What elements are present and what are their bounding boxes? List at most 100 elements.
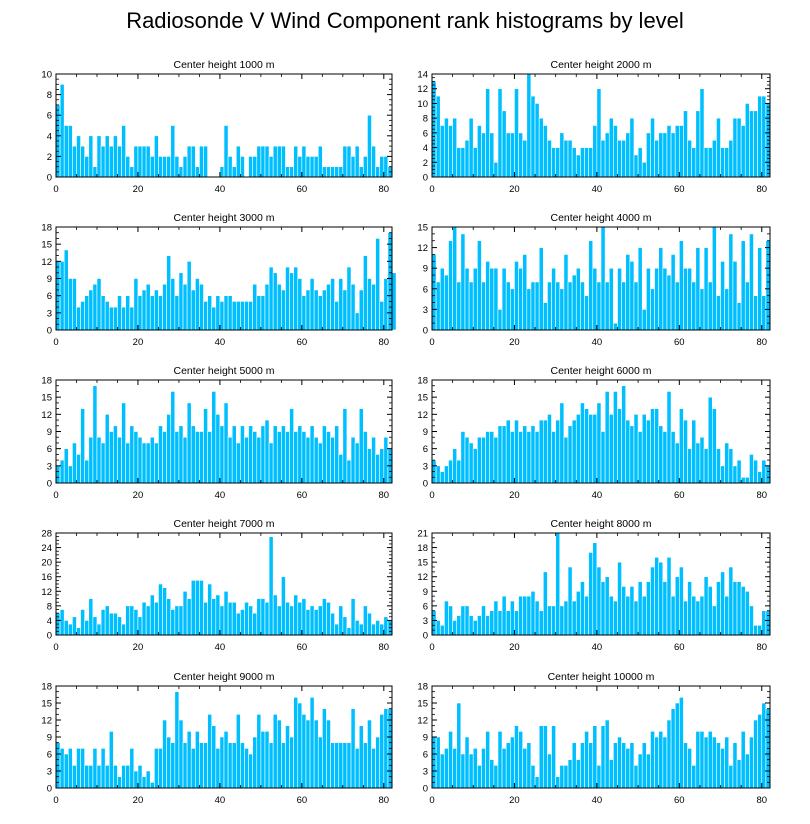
histogram-bar — [456, 702, 462, 789]
histogram-bar — [121, 623, 126, 636]
y-tick-label: 12 — [41, 587, 52, 598]
histogram-bar — [600, 139, 606, 178]
histogram-bar — [313, 436, 319, 484]
histogram-bar — [137, 765, 143, 789]
histogram-bar — [555, 281, 561, 331]
histogram-bar — [588, 147, 594, 178]
histogram-bar — [435, 95, 441, 178]
histogram-bar — [72, 765, 77, 789]
histogram-bar — [559, 288, 565, 331]
histogram-bar — [272, 425, 278, 484]
histogram-bar — [621, 281, 627, 331]
histogram-bar — [88, 436, 94, 484]
y-tick-label: 12 — [417, 716, 428, 727]
y-tick-label: 3 — [423, 767, 428, 778]
y-tick-label: 0 — [423, 784, 428, 795]
histogram-bar — [497, 425, 503, 484]
histogram-bar — [154, 601, 159, 636]
histogram-bar — [248, 753, 253, 789]
histogram-bar — [629, 425, 635, 484]
y-tick-label: 15 — [417, 223, 428, 234]
x-tick-label: 20 — [133, 642, 144, 653]
histogram-bar — [227, 601, 233, 636]
histogram-bar — [641, 161, 647, 178]
histogram-bar — [363, 255, 368, 331]
histogram-bar — [695, 731, 701, 789]
histogram-bar — [190, 748, 196, 789]
histogram-bar — [501, 110, 507, 178]
y-tick-label: 18 — [41, 682, 52, 693]
histogram-bar — [252, 156, 258, 178]
y-tick-label: 6 — [47, 444, 52, 455]
histogram-bar — [113, 135, 118, 178]
histogram-bar — [207, 295, 213, 331]
panel-title: Center height 6000 m — [551, 365, 652, 377]
histogram-bar — [571, 419, 577, 484]
histogram-bar — [166, 255, 172, 331]
histogram-bar — [588, 552, 594, 636]
x-tick-label: 60 — [297, 642, 308, 653]
histogram-bar — [563, 436, 569, 484]
y-tick-label: 12 — [417, 243, 428, 254]
panel-title: Center height 10000 m — [548, 671, 655, 683]
histogram-bar — [514, 419, 519, 484]
y-tick-label: 18 — [417, 543, 428, 554]
histogram-bar — [231, 742, 237, 789]
histogram-bar — [92, 616, 98, 636]
histogram-bar — [375, 166, 381, 178]
histogram-bar — [493, 436, 499, 484]
histogram-bar — [720, 748, 725, 789]
histogram-bar — [575, 154, 581, 178]
histogram-bar — [301, 598, 307, 636]
y-tick-label: 12 — [41, 257, 52, 268]
histogram-bar — [281, 145, 286, 178]
histogram-bar — [658, 425, 664, 484]
histogram-panel: Center height 7000 m 0 4 8 12 16 20 24 28 0 20 40 60… — [41, 518, 393, 653]
histogram-bar — [76, 306, 81, 331]
histogram-bar — [379, 623, 385, 636]
histogram-bar — [383, 156, 389, 178]
y-tick-label: 4 — [47, 131, 52, 142]
histogram-bar — [526, 73, 532, 178]
histogram-bar — [592, 414, 598, 484]
histogram-bar — [363, 605, 368, 636]
histogram-bar — [683, 110, 688, 178]
histogram-bar — [96, 765, 102, 789]
histogram-bar — [235, 442, 241, 484]
histogram-bar — [716, 295, 721, 331]
histogram-bar — [596, 402, 602, 484]
histogram-bar — [518, 731, 523, 789]
histogram-bar — [736, 759, 742, 789]
histogram-bar — [596, 566, 602, 636]
histogram-bar — [575, 414, 581, 484]
histogram-bar — [707, 731, 713, 789]
histogram-bar — [117, 776, 122, 789]
histogram-bar — [219, 425, 225, 484]
histogram-bar — [613, 322, 618, 331]
histogram-bar — [346, 742, 352, 789]
histogram-bar — [679, 697, 684, 789]
histogram-bar — [313, 719, 319, 789]
histogram-bar — [260, 295, 266, 331]
histogram-bar — [600, 725, 606, 789]
histogram-bar — [195, 278, 200, 331]
histogram-bar — [720, 261, 725, 331]
histogram-bar — [326, 601, 331, 636]
histogram-bar — [190, 145, 196, 178]
histogram-bar — [670, 254, 676, 331]
histogram-bar — [757, 95, 763, 178]
histogram-bar — [650, 408, 655, 484]
histogram-bar — [670, 132, 676, 178]
histogram-bar — [117, 295, 122, 331]
y-tick-label: 3 — [423, 616, 428, 627]
histogram-bar — [145, 770, 151, 789]
histogram-bar — [190, 289, 196, 331]
y-tick-label: 12 — [41, 410, 52, 421]
histogram-bar — [80, 609, 85, 636]
histogram-bar — [100, 748, 106, 789]
histogram-bar — [736, 117, 742, 178]
histogram-bar — [301, 431, 307, 484]
histogram-bar — [711, 605, 717, 636]
histogram-bar — [728, 233, 734, 331]
histogram-bar — [289, 736, 294, 789]
